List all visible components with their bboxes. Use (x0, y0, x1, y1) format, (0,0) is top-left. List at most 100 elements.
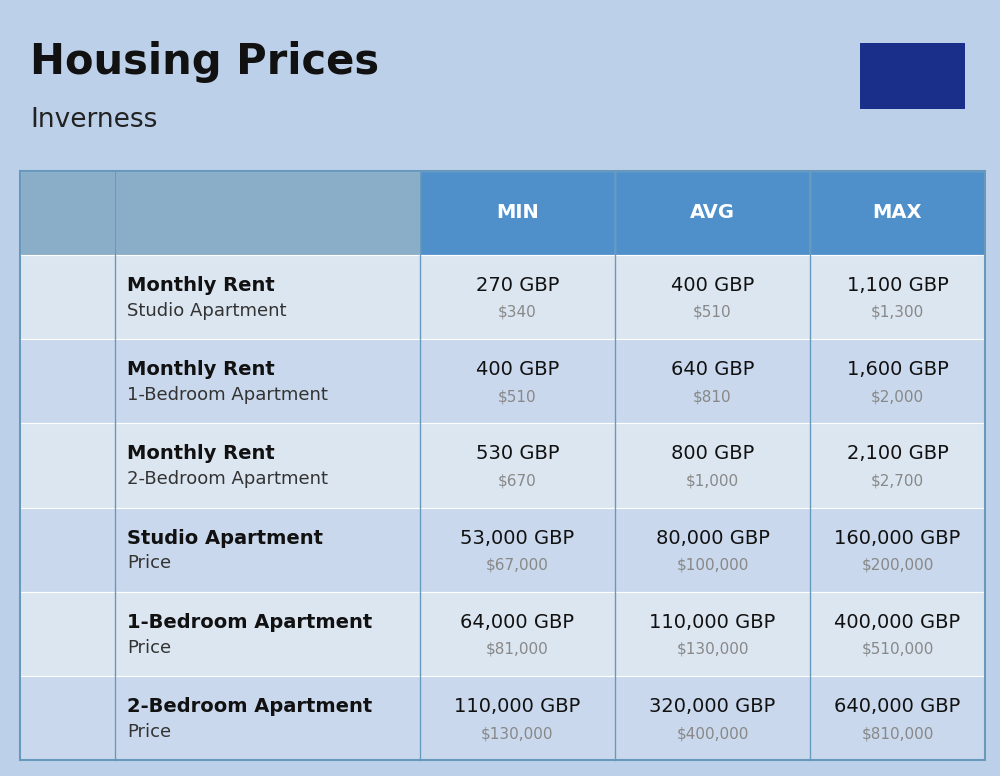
Bar (84, 289, 90, 296)
Text: 640,000 GBP: 640,000 GBP (834, 697, 961, 716)
Bar (41, 528, 47, 535)
Bar (37, 268, 71, 327)
Bar (60, 314, 66, 321)
Bar (60, 567, 66, 574)
Bar (60, 528, 66, 535)
Text: 110,000 GBP: 110,000 GBP (454, 697, 581, 716)
Bar (50, 567, 56, 574)
Text: Inverness: Inverness (30, 107, 157, 133)
Bar (80, 700, 94, 710)
Bar (75, 567, 81, 574)
Bar (75, 301, 81, 309)
Text: 400 GBP: 400 GBP (476, 360, 559, 379)
Bar (79, 613, 94, 622)
Bar (80, 462, 94, 473)
Text: $810: $810 (693, 389, 732, 404)
Bar (80, 715, 94, 726)
Bar (59, 361, 73, 370)
Bar (37, 521, 71, 580)
Text: 530 GBP: 530 GBP (476, 445, 559, 463)
Bar (61, 730, 74, 749)
Bar (59, 613, 73, 622)
Bar (37, 715, 51, 726)
Text: 2-Bedroom Apartment: 2-Bedroom Apartment (127, 697, 372, 716)
Bar (38, 375, 52, 384)
Bar (60, 430, 75, 438)
Bar (84, 541, 90, 549)
Text: 53,000 GBP: 53,000 GBP (460, 528, 575, 548)
Bar (41, 314, 47, 321)
Bar (79, 361, 94, 370)
Bar (72, 535, 94, 580)
Bar (50, 289, 56, 296)
Bar (41, 275, 47, 282)
Bar (80, 447, 94, 457)
Bar (79, 599, 94, 608)
Bar (41, 541, 47, 549)
Text: 64,000 GBP: 64,000 GBP (460, 613, 574, 632)
Text: $810,000: $810,000 (861, 726, 934, 741)
Text: Monthly Rent: Monthly Rent (127, 275, 275, 295)
Text: 400,000 GBP: 400,000 GBP (834, 613, 961, 632)
Bar (79, 628, 94, 637)
Text: $1,300: $1,300 (871, 305, 924, 320)
Circle shape (24, 480, 38, 492)
Bar (37, 700, 51, 710)
Bar (75, 541, 81, 549)
Text: $2,700: $2,700 (871, 473, 924, 488)
Text: 400 GBP: 400 GBP (671, 275, 754, 295)
Bar (60, 275, 66, 282)
Circle shape (95, 641, 111, 656)
Circle shape (97, 732, 111, 745)
Text: 160,000 GBP: 160,000 GBP (834, 528, 961, 548)
Text: $340: $340 (498, 305, 537, 320)
Text: 800 GBP: 800 GBP (671, 445, 754, 463)
Bar (50, 301, 56, 309)
Text: 110,000 GBP: 110,000 GBP (649, 613, 776, 632)
Bar (34, 449, 101, 496)
Text: 640 GBP: 640 GBP (671, 360, 754, 379)
Bar (50, 528, 56, 535)
Bar (61, 478, 74, 496)
Bar (50, 541, 56, 549)
Bar (34, 607, 101, 663)
Bar (60, 301, 66, 309)
Text: 320,000 GBP: 320,000 GBP (649, 697, 776, 716)
Bar (72, 282, 94, 327)
Bar (84, 301, 90, 309)
Bar (50, 314, 56, 321)
Text: $2,000: $2,000 (871, 389, 924, 404)
Text: Housing Prices: Housing Prices (30, 41, 379, 83)
Bar (34, 325, 98, 330)
Bar (41, 289, 47, 296)
Text: Studio Apartment: Studio Apartment (127, 528, 323, 548)
Text: 1,600 GBP: 1,600 GBP (847, 360, 948, 379)
Text: 1-Bedroom Apartment: 1-Bedroom Apartment (127, 613, 372, 632)
Text: MAX: MAX (873, 203, 922, 223)
Bar (60, 541, 66, 549)
Bar (75, 554, 81, 561)
Bar (75, 289, 81, 296)
Bar (59, 715, 72, 726)
Circle shape (97, 480, 111, 492)
Text: Studio Apartment: Studio Apartment (127, 302, 287, 320)
Circle shape (24, 641, 40, 656)
Bar (41, 301, 47, 309)
Text: Price: Price (127, 639, 171, 656)
Bar (37, 447, 51, 457)
Text: 1-Bedroom Apartment: 1-Bedroom Apartment (127, 386, 328, 404)
Text: 1,100 GBP: 1,100 GBP (847, 275, 948, 295)
Bar (84, 554, 90, 561)
Bar (59, 346, 73, 355)
Text: MIN: MIN (496, 203, 539, 223)
Bar (28, 408, 107, 412)
Text: $510,000: $510,000 (861, 642, 934, 656)
Bar (60, 554, 66, 561)
Bar (50, 275, 56, 282)
Bar (79, 375, 94, 384)
Text: $200,000: $200,000 (861, 557, 934, 573)
Bar (60, 682, 75, 691)
Text: 80,000 GBP: 80,000 GBP (656, 528, 769, 548)
Bar (34, 578, 98, 582)
Bar (28, 747, 107, 750)
